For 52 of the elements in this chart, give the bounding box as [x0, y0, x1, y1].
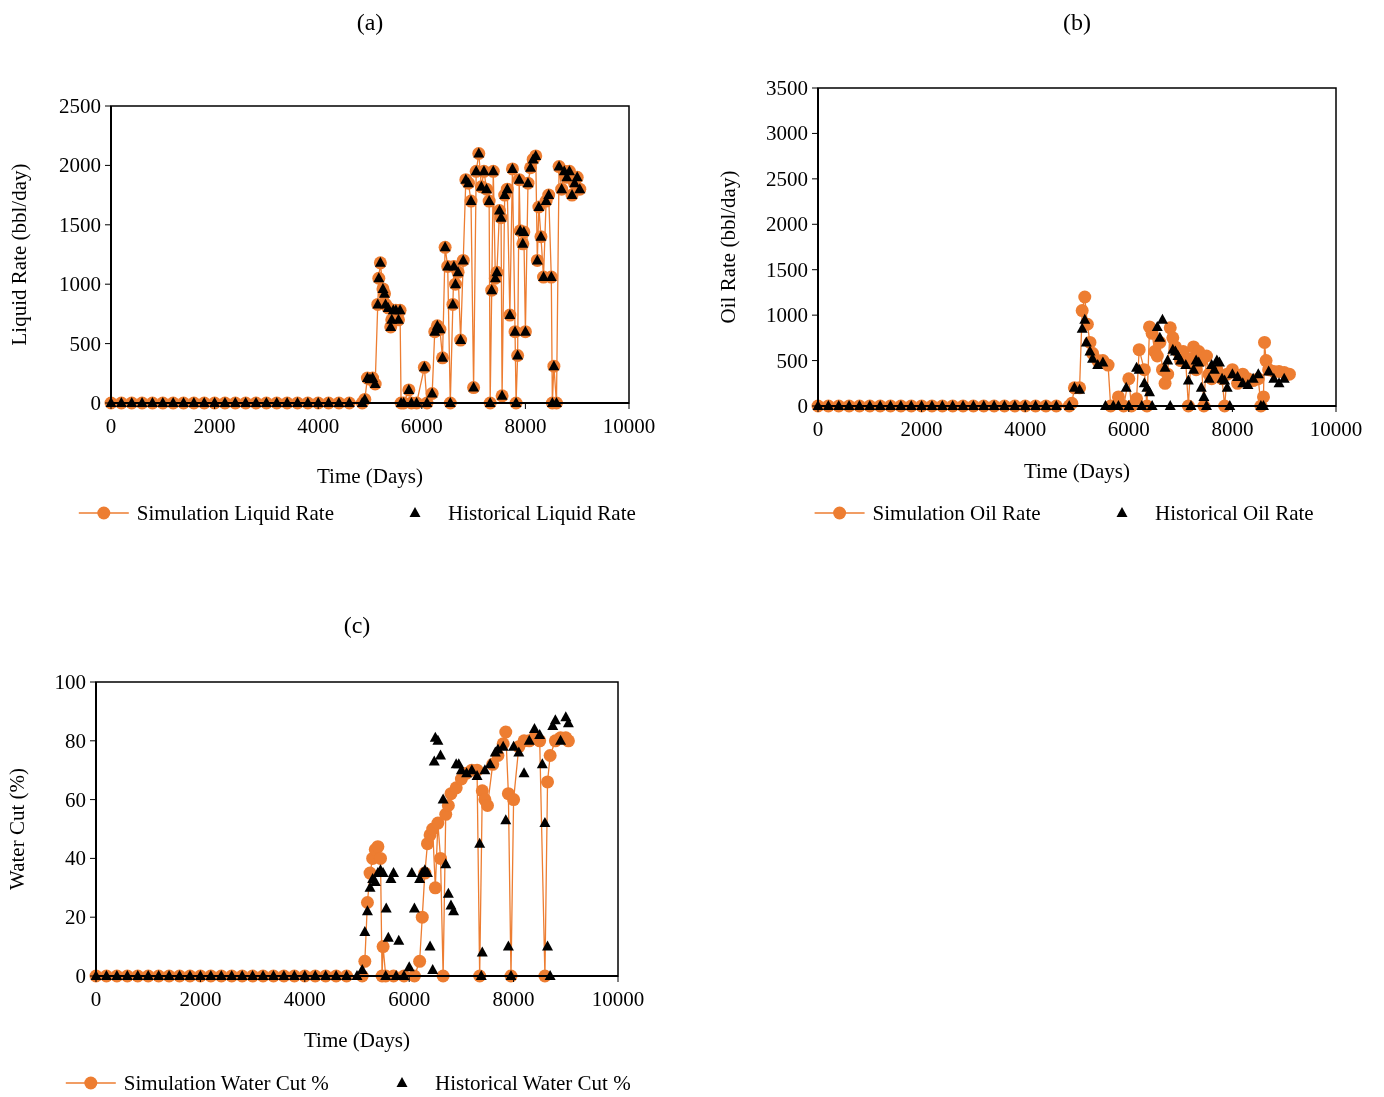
- x-tick-label: 2000: [193, 414, 236, 438]
- y-tick-label: 2500: [766, 166, 808, 191]
- y-axis-title: Oil Rate (bbl/day): [716, 170, 740, 324]
- y-tick-label: 3500: [766, 76, 808, 100]
- legend-label: Historical Water Cut %: [435, 1071, 631, 1095]
- y-tick-label: 100: [54, 670, 86, 694]
- legend-label: Historical Oil Rate: [1155, 501, 1314, 525]
- x-tick-label: 4000: [1004, 417, 1047, 441]
- y-tick-label: 500: [776, 348, 808, 373]
- x-axis-title: Time (Days): [1024, 459, 1130, 483]
- y-tick-label: 2500: [59, 94, 101, 118]
- y-tick-label: 2000: [59, 153, 101, 178]
- legend-label: Simulation Water Cut %: [123, 1071, 329, 1095]
- x-tick-label: 6000: [388, 987, 431, 1011]
- y-tick-label: 0: [797, 394, 808, 418]
- y-tick-label: 20: [65, 905, 86, 930]
- x-tick-label: 8000: [504, 414, 547, 438]
- x-tick-label: 0: [105, 414, 117, 438]
- legend-label: Historical Liquid Rate: [448, 501, 636, 525]
- y-tick-label: 0: [90, 391, 101, 415]
- y-axis-title: Water Cut (%): [5, 768, 29, 890]
- x-tick-label: 4000: [283, 987, 326, 1011]
- y-tick-label: 1500: [766, 257, 808, 282]
- y-tick-label: 1000: [59, 272, 101, 297]
- y-tick-label: 500: [69, 331, 101, 356]
- chart-title: (a): [356, 9, 384, 35]
- chart-title: (c): [343, 612, 371, 638]
- y-tick-label: 3000: [766, 121, 808, 146]
- chart-title: (b): [1063, 9, 1091, 35]
- x-tick-label: 10000: [591, 987, 645, 1011]
- y-tick-label: 60: [65, 787, 86, 812]
- x-tick-label: 6000: [400, 414, 443, 438]
- x-axis-title: Time (Days): [304, 1028, 410, 1052]
- x-tick-label: 4000: [297, 414, 340, 438]
- x-tick-label: 10000: [602, 414, 656, 438]
- x-tick-label: 2000: [179, 987, 222, 1011]
- y-tick-label: 1000: [766, 303, 808, 328]
- legend-label: Simulation Liquid Rate: [136, 501, 334, 525]
- legend-label: Simulation Oil Rate: [872, 501, 1041, 525]
- x-tick-label: 0: [812, 417, 824, 441]
- y-tick-label: 0: [75, 964, 86, 988]
- y-tick-label: 40: [65, 846, 86, 871]
- x-tick-label: 10000: [1309, 417, 1363, 441]
- y-axis-title: Liquid Rate (bbl/day): [7, 163, 31, 346]
- y-tick-label: 1500: [59, 212, 101, 237]
- y-tick-label: 2000: [766, 212, 808, 237]
- x-tick-label: 8000: [1211, 417, 1254, 441]
- x-axis-title: Time (Days): [317, 464, 423, 488]
- x-tick-label: 8000: [492, 987, 535, 1011]
- x-tick-label: 2000: [900, 417, 943, 441]
- x-tick-label: 6000: [1107, 417, 1150, 441]
- y-tick-label: 80: [65, 728, 86, 753]
